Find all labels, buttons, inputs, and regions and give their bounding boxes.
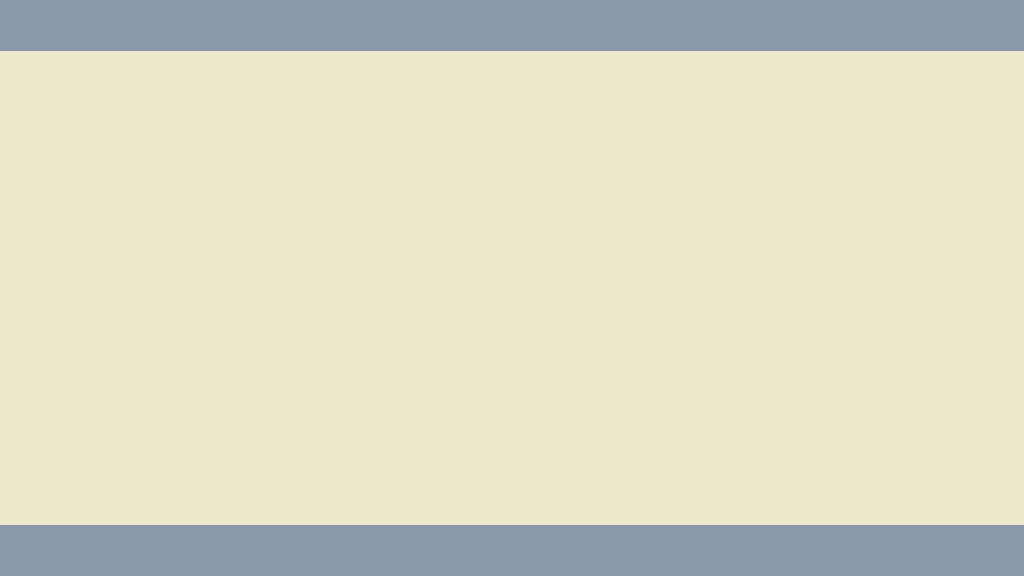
Polygon shape [0, 51, 512, 525]
Polygon shape [512, 51, 1024, 525]
